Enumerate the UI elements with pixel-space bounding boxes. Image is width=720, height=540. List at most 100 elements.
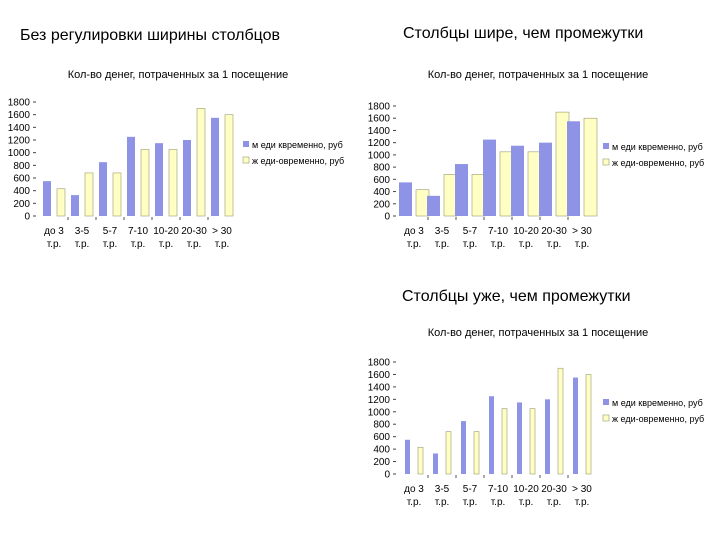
legend-label: ж еди-овременно, руб (252, 156, 344, 166)
x-tick-label: т.р. (47, 239, 62, 250)
x-tick-label: т.р. (547, 239, 562, 250)
bar-series-2 (583, 117, 598, 217)
bar-series-1 (211, 117, 219, 216)
x-tick-label: до 3 (404, 484, 424, 495)
bar-series-2 (140, 149, 150, 217)
y-tick-label: 600 (373, 432, 390, 443)
y-tick-label: 1600 (368, 370, 391, 381)
x-tick-label: т.р. (519, 497, 534, 508)
y-tick-label: 1000 (368, 407, 391, 418)
x-tick-label: 10-20 (153, 226, 179, 237)
legend-swatch (603, 399, 609, 405)
bar-series-1 (461, 421, 466, 474)
y-tick-label: 1200 (368, 138, 391, 149)
x-tick-label: > 30 (572, 484, 592, 495)
bar-series-2 (56, 188, 66, 217)
chart-wider-bars: Кол-во денег, потраченных за 1 посещение… (368, 69, 704, 250)
bar-series-2 (84, 172, 94, 217)
y-tick-label: 1600 (8, 110, 31, 121)
y-tick-label: 1200 (368, 395, 391, 406)
bar-series-2 (196, 108, 206, 217)
y-tick-label: 600 (13, 174, 30, 185)
bar-series-1 (573, 377, 578, 474)
y-tick-label: 400 (13, 186, 30, 197)
y-tick-label: 1200 (8, 136, 31, 147)
bar-series-1 (405, 439, 410, 474)
x-tick-label: 5-7 (463, 226, 478, 237)
y-tick-label: 1000 (8, 148, 31, 159)
bar-series-2 (501, 408, 508, 475)
y-tick-label: 800 (373, 420, 390, 431)
y-tick-label: 400 (373, 187, 390, 198)
legend-swatch (602, 414, 610, 422)
x-tick-label: 7-10 (128, 226, 148, 237)
legend-label: ж еди-овременно, руб (612, 158, 704, 168)
x-tick-label: 5-7 (463, 484, 478, 495)
bar-series-1 (433, 453, 438, 474)
x-tick-label: т.р. (187, 239, 202, 250)
x-tick-label: 20-30 (541, 226, 567, 237)
y-tick-label: 800 (373, 163, 390, 174)
bar-series-2 (168, 149, 178, 217)
bar-series-2 (557, 367, 564, 475)
bar-series-2 (224, 114, 234, 217)
x-tick-label: 10-20 (513, 484, 539, 495)
legend-swatch (602, 158, 610, 166)
x-tick-label: 3-5 (435, 226, 450, 237)
y-tick-label: 400 (373, 445, 390, 456)
y-tick-label: 1800 (8, 98, 31, 109)
chart-no-width-adjustment: Кол-во денег, потраченных за 1 посещение… (8, 69, 344, 250)
legend-label: ж еди-овременно, руб (612, 414, 704, 424)
bar-series-1 (539, 142, 552, 216)
y-tick-label: 1800 (368, 102, 391, 113)
x-tick-label: т.р. (547, 497, 562, 508)
x-tick-label: т.р. (159, 239, 174, 250)
y-tick-label: 200 (13, 199, 30, 210)
bar-series-1 (483, 139, 496, 216)
x-tick-label: т.р. (463, 497, 478, 508)
x-tick-label: т.р. (75, 239, 90, 250)
x-tick-label: 7-10 (488, 484, 508, 495)
x-tick-label: 20-30 (181, 226, 207, 237)
chart-narrower-bars: Кол-во денег, потраченных за 1 посещение… (368, 327, 704, 508)
x-tick-label: т.р. (131, 239, 146, 250)
bar-series-2 (585, 374, 592, 475)
legend-swatch (242, 156, 250, 164)
bar-series-1 (545, 399, 550, 474)
bar-series-1 (71, 195, 79, 216)
x-tick-label: т.р. (491, 497, 506, 508)
bar-series-1 (43, 181, 51, 216)
legend-swatch (603, 143, 609, 149)
legend-label: м еди квременно, руб (612, 398, 703, 408)
bar-series-1 (427, 195, 440, 216)
x-tick-label: 5-7 (103, 226, 118, 237)
heading-no-width-adjustment: Без регулировки ширины столбцов (20, 27, 281, 44)
x-tick-label: т.р. (519, 239, 534, 250)
bar-series-1 (155, 143, 163, 216)
bar-series-1 (127, 136, 135, 216)
x-tick-label: до 3 (404, 226, 424, 237)
chart-title: Кол-во денег, потраченных за 1 посещение (428, 69, 649, 81)
bar-series-1 (399, 182, 412, 216)
y-tick-label: 200 (373, 199, 390, 210)
legend-label: м еди квременно, руб (252, 140, 343, 150)
x-tick-label: > 30 (572, 226, 592, 237)
x-tick-label: т.р. (491, 239, 506, 250)
bar-series-2 (445, 431, 452, 475)
y-tick-label: 1800 (368, 358, 391, 369)
bar-series-2 (112, 172, 122, 217)
bar-series-2 (417, 446, 424, 475)
y-tick-label: 800 (13, 161, 30, 172)
x-tick-label: т.р. (407, 239, 422, 250)
y-tick-label: 1400 (8, 123, 31, 134)
x-tick-label: т.р. (435, 239, 450, 250)
legend-swatch (243, 141, 249, 147)
x-tick-label: 3-5 (75, 226, 90, 237)
y-tick-label: 0 (384, 470, 390, 481)
x-tick-label: 7-10 (488, 226, 508, 237)
y-tick-label: 1400 (368, 382, 391, 393)
x-tick-label: т.р. (407, 497, 422, 508)
x-tick-label: 20-30 (541, 484, 567, 495)
y-tick-label: 0 (384, 212, 390, 223)
y-tick-label: 1000 (368, 150, 391, 161)
